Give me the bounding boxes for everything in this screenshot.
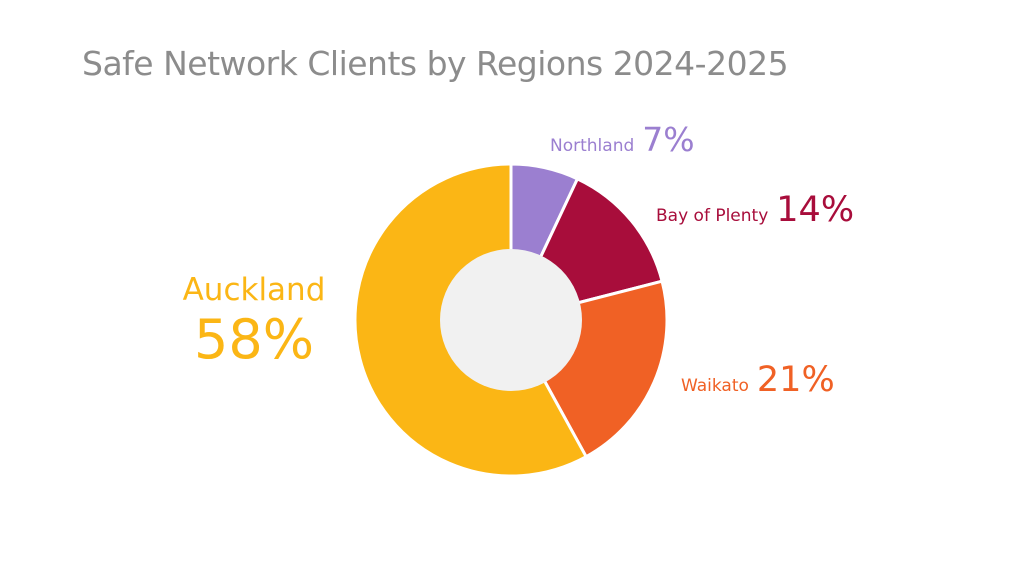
- value-northland: 7%: [642, 120, 694, 159]
- label-bay-of-plenty: Bay of Plenty: [656, 206, 768, 226]
- value-waikato: 21%: [757, 360, 835, 400]
- label-group-bay-of-plenty: Bay of Plenty 14%: [656, 190, 854, 230]
- label-auckland: Auckland: [183, 272, 326, 308]
- donut-center: [440, 249, 582, 391]
- slice-labels: Northland 7% Bay of Plenty 14% Waikato 21% Auc…: [183, 120, 854, 400]
- label-waikato: Waikato: [681, 376, 749, 396]
- value-bay-of-plenty: 14%: [776, 190, 854, 230]
- label-group-waikato: Waikato 21%: [681, 360, 835, 400]
- label-group-northland: Northland 7%: [550, 120, 695, 159]
- value-auckland: 58%: [194, 308, 314, 371]
- label-northland: Northland: [550, 136, 634, 156]
- chart-title: Safe Network Clients by Regions 2024-202…: [82, 44, 789, 83]
